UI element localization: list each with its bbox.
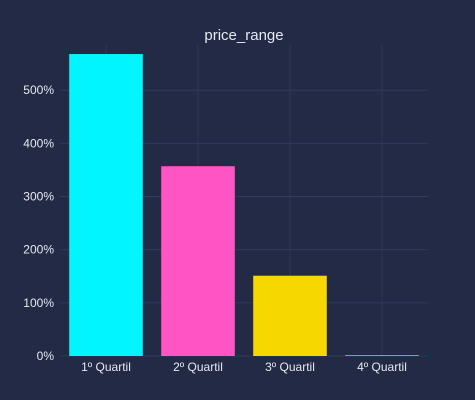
x-tick-label: 1º Quartil (81, 360, 131, 374)
y-axis: 0% 100% 200% 300% 400% 500% (23, 83, 54, 363)
y-tick-label: 300% (23, 190, 54, 204)
x-tick-label: 2º Quartil (173, 360, 223, 374)
chart-title: price_range (204, 27, 283, 44)
bar-1[interactable] (69, 54, 143, 357)
y-tick-label: 100% (23, 296, 54, 310)
bar-4[interactable] (345, 355, 419, 356)
y-tick-label: 0% (37, 349, 55, 363)
x-tick-label: 3º Quartil (265, 360, 315, 374)
y-tick-label: 500% (23, 83, 54, 97)
bar-layer (69, 54, 419, 357)
bar-3[interactable] (253, 275, 327, 356)
y-tick-label: 200% (23, 243, 54, 257)
y-tick-label: 400% (23, 136, 54, 150)
bar-2[interactable] (161, 166, 235, 356)
x-axis: 1º Quartil 2º Quartil 3º Quartil 4º Quartil (81, 360, 407, 374)
x-tick-label: 4º Quartil (357, 360, 407, 374)
